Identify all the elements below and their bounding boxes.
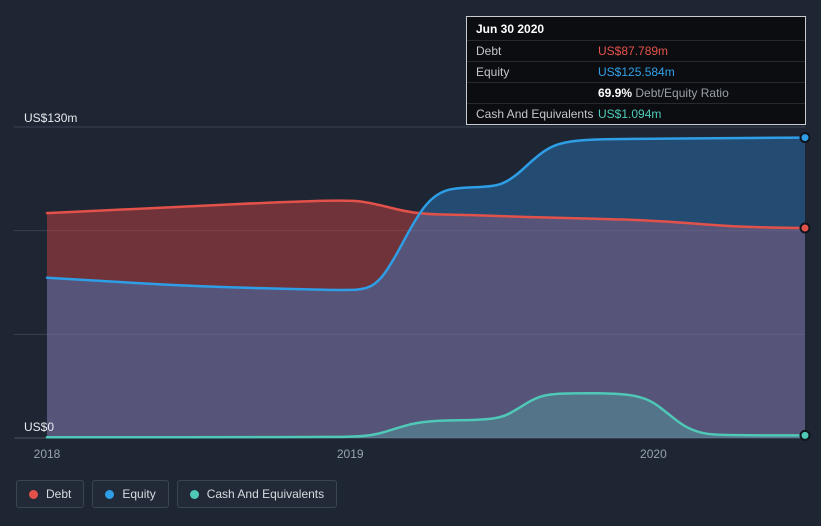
debt-area — [47, 200, 805, 438]
legend-item-debt[interactable]: Debt — [16, 480, 85, 508]
tooltip-ratio-value: 69.9% — [598, 86, 633, 100]
tooltip-debt-value: US$87.789m — [598, 44, 669, 58]
tooltip-row-ratio: 69.9% Debt/Equity Ratio — [467, 82, 805, 103]
x-tick-label-2019: 2019 — [337, 447, 364, 461]
tooltip-ratio-label: Debt/Equity Ratio — [635, 86, 729, 100]
cash-and-equivalents-endpoint-marker — [799, 429, 811, 441]
legend-equity-label: Equity — [122, 487, 156, 501]
cash-and-equivalents-line — [45, 391, 807, 439]
x-tick-label-2018: 2018 — [34, 447, 61, 461]
tooltip-equity-value: US$125.584m — [598, 65, 675, 79]
tooltip-row-cash: Cash And Equivalents US$1.094m — [467, 103, 805, 124]
chart-legend: Debt Equity Cash And Equivalents — [16, 480, 338, 508]
cash-and-equivalents-area — [47, 393, 805, 438]
equity-area — [47, 137, 805, 438]
tooltip-debt-label: Debt — [476, 44, 502, 58]
legend-item-equity[interactable]: Equity — [92, 480, 169, 508]
tooltip-ratio: 69.9% Debt/Equity Ratio — [598, 86, 796, 100]
debt-line — [45, 199, 807, 230]
debt-endpoint-marker — [799, 222, 811, 234]
debt-dot-icon — [29, 489, 38, 499]
y-axis-bottom-label: US$0 — [24, 420, 55, 434]
tooltip-date: Jun 30 2020 — [476, 22, 545, 36]
cash-dot-icon — [189, 489, 199, 499]
x-tick-label-2020: 2020 — [640, 447, 667, 461]
chart-tooltip: Jun 30 2020 Debt US$87.789m Equity US$12… — [466, 16, 806, 125]
legend-debt-label: Debt — [46, 487, 72, 501]
tooltip-cash-value: US$1.094m — [598, 107, 662, 121]
tooltip-row-equity: Equity US$125.584m — [467, 61, 805, 82]
legend-cash-label: Cash And Equivalents — [206, 487, 325, 501]
tooltip-equity-label: Equity — [476, 65, 510, 79]
y-axis-top-label: US$130m — [24, 111, 78, 125]
equity-endpoint-marker — [799, 132, 811, 144]
tooltip-cash-label: Cash And Equivalents — [476, 107, 594, 121]
equity-dot-icon — [105, 489, 115, 499]
tooltip-row-debt: Debt US$87.789m — [467, 40, 805, 61]
legend-item-cash[interactable]: Cash And Equivalents — [176, 480, 338, 508]
equity-line — [45, 136, 807, 292]
